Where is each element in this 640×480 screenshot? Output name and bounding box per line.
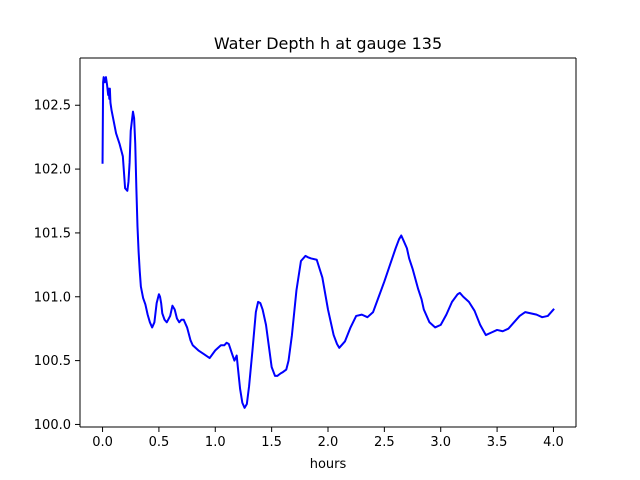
y-tick-label: 102.0 — [34, 163, 71, 178]
y-tick-label: 100.5 — [34, 354, 71, 369]
plot-area: 0.0 0.5 1.0 1.5 2.0 2.5 3.0 3.5 4.0 100.0 100.5 101… — [34, 57, 577, 450]
x-tick-label: 0.5 — [149, 435, 170, 450]
chart-title: Water Depth h at gauge 135 — [214, 34, 442, 53]
x-tick-label: 3.0 — [430, 435, 451, 450]
x-tick-label: 1.0 — [205, 435, 226, 450]
x-tick-label: 0.0 — [92, 435, 113, 450]
y-tick-label: 102.5 — [34, 99, 71, 114]
x-tick-label: 4.0 — [543, 435, 564, 450]
x-tick-label: 3.5 — [487, 435, 508, 450]
y-tick-label: 101.0 — [34, 290, 71, 305]
x-tick-label: 2.5 — [374, 435, 395, 450]
x-axis-label: hours — [310, 457, 347, 472]
x-tick-label: 1.5 — [261, 435, 282, 450]
y-tick-label: 100.0 — [34, 418, 71, 433]
x-tick-label: 2.0 — [318, 435, 339, 450]
series-line-0 — [101, 76, 555, 409]
y-tick-label: 101.5 — [34, 226, 71, 241]
